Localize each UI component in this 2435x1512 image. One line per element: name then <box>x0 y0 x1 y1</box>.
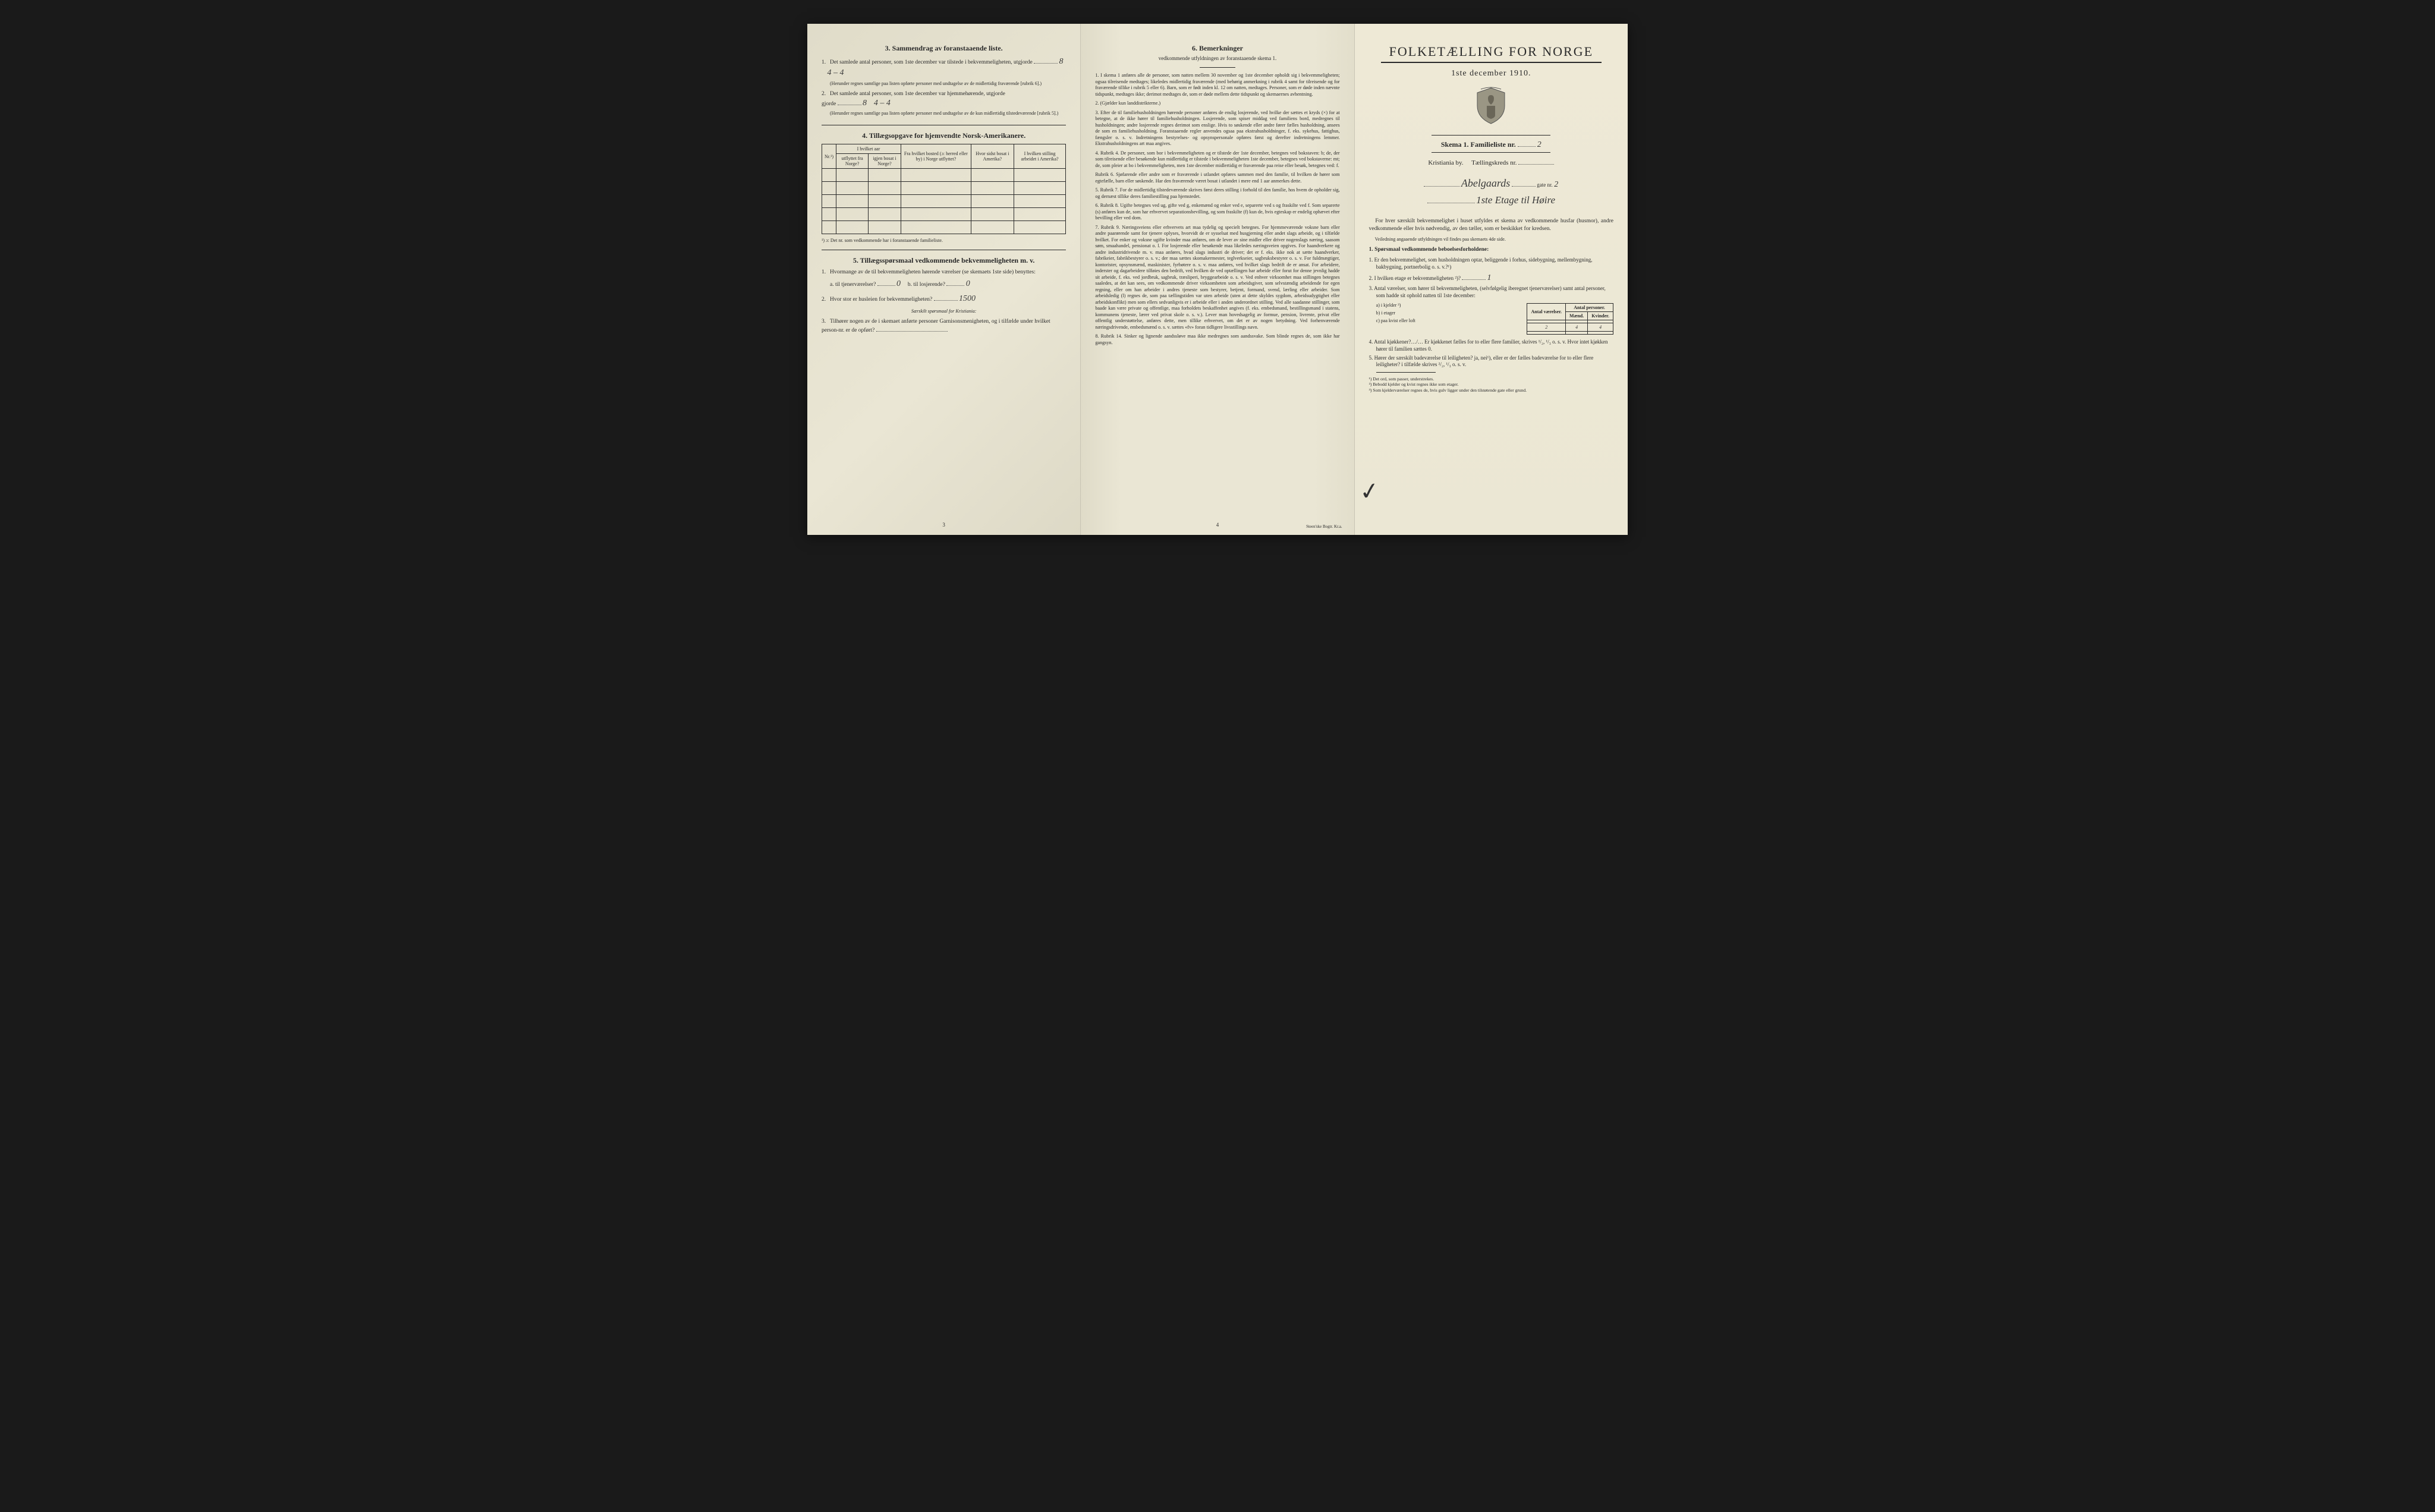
remark-item: Rubrik 6. Sjøfarende eller andre som er … <box>1095 172 1339 184</box>
table-row: 2 4 4 <box>1527 323 1613 332</box>
s4-footnote: ¹) ɔ: Det nr. som vedkommende har i fora… <box>822 238 1066 244</box>
s3-item-1: 1.Det samlede antal personer, som 1ste d… <box>822 56 1066 87</box>
s5-item-2: 2.Hvor stor er husleien for bekvemmeligh… <box>822 294 1066 305</box>
s5-item-3: 3.Tilhører nogen av de i skemaet anførte… <box>822 318 1066 335</box>
skema-line: Skema 1. Familieliste nr. 2 <box>1369 140 1613 150</box>
page-number: 3 <box>942 522 945 528</box>
address-lines: Abelgaards gate nr. 2 1ste Etage til Høi… <box>1369 175 1613 208</box>
kristiania-line: Kristiania by. Tællingskreds nr. <box>1369 159 1613 166</box>
footnotes: ¹) Det ord, som passer, understrekes. ²)… <box>1369 376 1613 393</box>
remark-item: 3. Efter de til familiehusholdningen hør… <box>1095 110 1339 147</box>
table-row <box>822 195 1066 208</box>
remark-item: 2. (Gjælder kun landdistrikterne.) <box>1095 100 1339 107</box>
section-5-heading: 5. Tillægsspørsmaal vedkommende bekvemme… <box>822 256 1066 265</box>
remark-item: 8. Rubrik 14. Sinker og lignende aandssl… <box>1095 333 1339 346</box>
table-row <box>822 208 1066 221</box>
section-5: 1.Hvormange av de til bekvemmeligheten h… <box>822 269 1066 334</box>
page-number: 4 <box>1216 522 1219 528</box>
coat-of-arms-icon <box>1369 87 1613 127</box>
tri-fold-document: 3. Sammendrag av foranstaaende liste. 1.… <box>807 24 1628 535</box>
remark-item: 1. I skema 1 anføres alle de personer, s… <box>1095 73 1339 97</box>
q4: 4. Antal kjøkkener?…/… Er kjøkkenet fæll… <box>1376 339 1613 352</box>
table-row <box>1527 332 1613 335</box>
checkmark-icon: ✓ <box>1358 476 1382 506</box>
page-3: 3. Sammendrag av foranstaaende liste. 1.… <box>807 24 1081 535</box>
section-4-heading: 4. Tillægsopgave for hjemvendte Norsk-Am… <box>822 131 1066 140</box>
q5: 5. Hører der særskilt badeværelse til le… <box>1376 355 1613 368</box>
section-3-heading: 3. Sammendrag av foranstaaende liste. <box>822 44 1066 53</box>
q1-1: 1. Er den bekvemmelighet, som husholdnin… <box>1376 257 1613 270</box>
table-row <box>822 182 1066 195</box>
title-date: 1ste december 1910. <box>1369 69 1613 78</box>
table-row <box>822 169 1066 182</box>
remark-item: 4. Rubrik 4. De personer, som bor i bekv… <box>1095 150 1339 169</box>
q1-3: 3. Antal værelser, som hører til bekvemm… <box>1376 285 1613 299</box>
page-4: 6. Bemerkninger vedkommende utfyldningen… <box>1081 24 1354 535</box>
section-3: 1.Det samlede antal personer, som 1ste d… <box>822 56 1066 116</box>
values-table: Antal værelser. Antal personer. Mænd. Kv… <box>1527 303 1613 335</box>
remark-item: 7. Rubrik 9. Næringsveiens eller erhverv… <box>1095 225 1339 331</box>
section-6-heading: 6. Bemerkninger <box>1095 44 1339 53</box>
remark-item: 6. Rubrik 8. Ugifte betegnes ved ug, gif… <box>1095 203 1339 222</box>
remark-item: 5. Rubrik 7. For de midlertidig tilstede… <box>1095 187 1339 200</box>
intro-para: For hver særskilt bekvemmelighet i huset… <box>1369 218 1613 233</box>
amerikanere-table: Nr.¹) I hvilket aar Fra hvilket bosted (… <box>822 144 1066 234</box>
page-1-cover: FOLKETÆLLING FOR NORGE 1ste december 191… <box>1355 24 1628 535</box>
main-title: FOLKETÆLLING FOR NORGE <box>1369 44 1613 59</box>
remarks-list: 1. I skema 1 anføres alle de personer, s… <box>1095 73 1339 346</box>
s5-item-1: 1.Hvormange av de til bekvemmeligheten h… <box>822 269 1066 290</box>
q1-heading: 1. Spørsmaal vedkommende beboelsesforhol… <box>1369 246 1613 254</box>
q1-2: 2. I hvilken etage er bekvemmeligheten ²… <box>1376 273 1613 284</box>
s3-item-2: 2.Det samlede antal personer, som 1ste d… <box>822 90 1066 117</box>
printer-mark: Steen'ske Bogtr. Kr.a. <box>1306 524 1342 529</box>
table-row <box>822 221 1066 234</box>
